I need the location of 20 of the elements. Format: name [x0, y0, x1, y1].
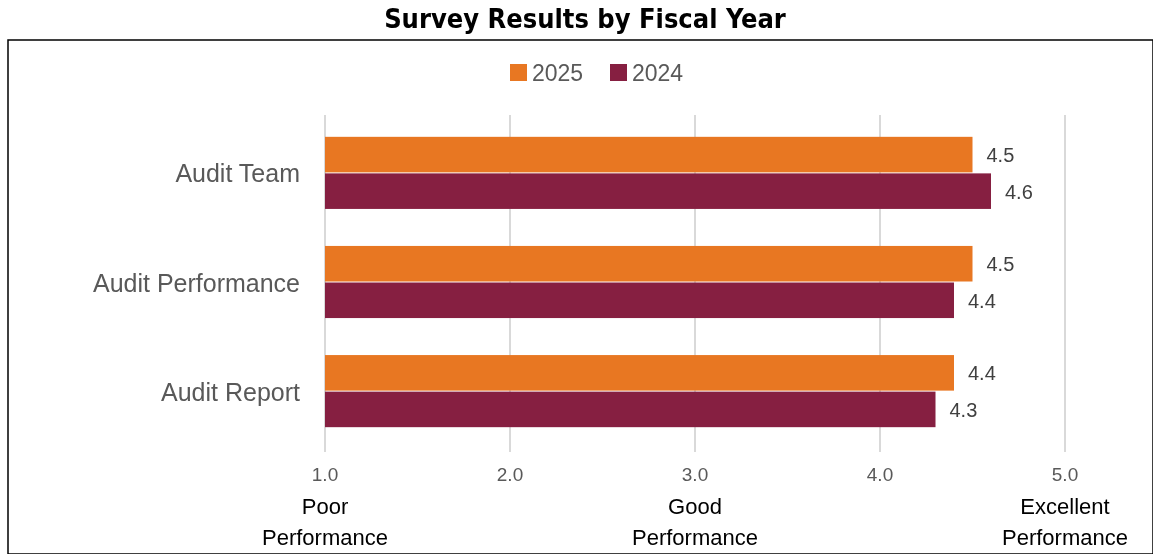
x-tick-label: 5.0 — [1051, 464, 1079, 485]
data-label: 4.5 — [986, 253, 1015, 276]
y-tick-label: Audit Report — [161, 377, 301, 406]
data-label: 4.6 — [1005, 180, 1033, 203]
chart-title: Survey Results by Fiscal Year — [384, 3, 786, 34]
data-label: 4.4 — [968, 289, 996, 312]
x-tick-label: 1.0 — [311, 464, 339, 485]
y-tick-label: Audit Performance — [92, 268, 300, 297]
x-tick-label: 4.0 — [866, 464, 894, 485]
data-label: 4.4 — [968, 362, 996, 385]
legend-label: 2025 — [532, 60, 584, 86]
x-tick-label: 2.0 — [496, 464, 524, 485]
legend-label: 2024 — [632, 60, 684, 86]
data-label: 4.5 — [986, 144, 1015, 167]
data-label: 4.3 — [949, 398, 978, 421]
x-tick-label: 3.0 — [681, 464, 709, 485]
text: Good Performance — [632, 494, 758, 550]
y-tick-label: Audit Team — [175, 159, 300, 188]
text: Poor Performance — [262, 494, 388, 550]
text: Excellent Performance — [1002, 494, 1128, 550]
